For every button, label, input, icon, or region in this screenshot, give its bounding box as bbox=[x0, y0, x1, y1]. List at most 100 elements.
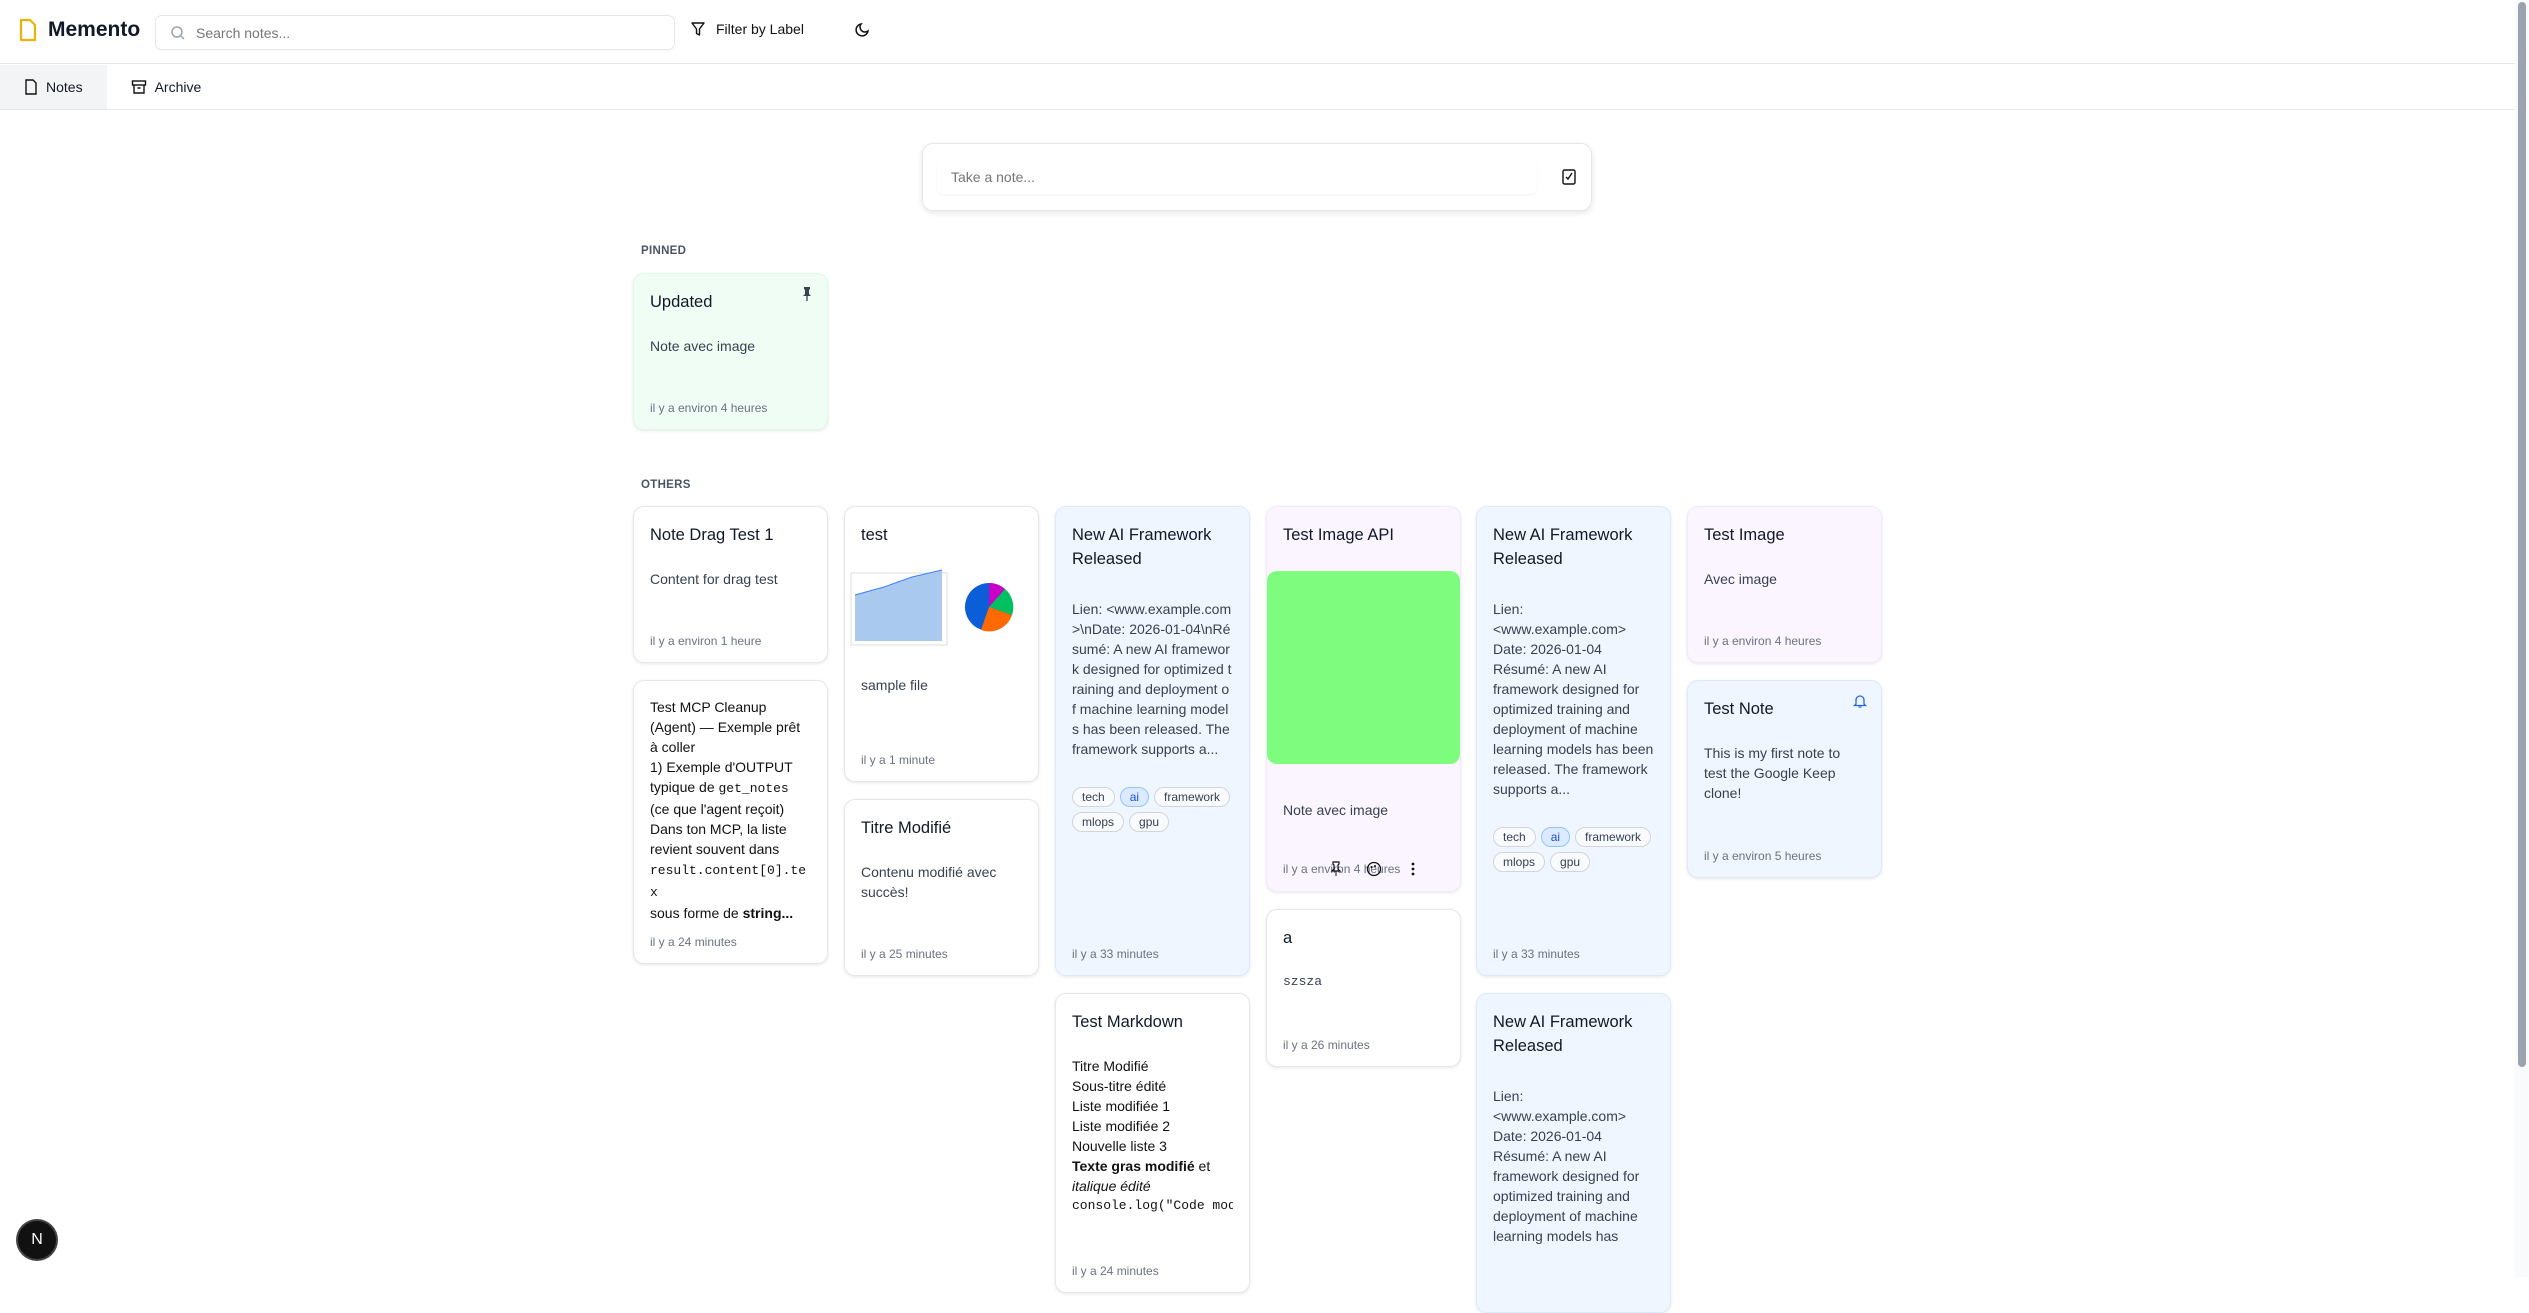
note-title: test bbox=[861, 526, 888, 544]
note-body: Titre Modifié Sous-titre édité Liste mod… bbox=[1072, 1056, 1233, 1216]
note-image[interactable] bbox=[1267, 571, 1460, 764]
note-timestamp: il y a 33 minutes bbox=[1072, 947, 1159, 961]
note-body: sample file bbox=[861, 677, 928, 693]
note-body: Lien: <www.example.com> Date: 2026-01-04… bbox=[1493, 1088, 1640, 1244]
search-icon bbox=[171, 25, 185, 40]
note-card-test[interactable]: test sample file il y a 1 minute bbox=[844, 506, 1039, 782]
note-timestamp: il y a 26 minutes bbox=[1283, 1038, 1370, 1052]
inline-code: result.content[0].tex bbox=[650, 863, 807, 900]
note-card-test-image-api[interactable]: Test Image API Note avec image il y a en… bbox=[1266, 506, 1461, 892]
note-logo-icon bbox=[19, 18, 37, 42]
reminder-bell-icon[interactable] bbox=[1853, 693, 1867, 709]
note-card-ai-framework[interactable]: New AI Framework Released Lien: <www.exa… bbox=[1055, 506, 1250, 976]
note-timestamp: il y a 24 minutes bbox=[650, 935, 737, 949]
label-chip[interactable]: tech bbox=[1072, 787, 1115, 807]
note-text: et bbox=[1194, 1158, 1211, 1174]
note-title: Test Image API bbox=[1283, 526, 1394, 544]
note-body: Lien: <www.example.com> Date: 2026-01-04… bbox=[1493, 601, 1654, 797]
note-title: Test Image bbox=[1704, 526, 1785, 544]
file-icon bbox=[25, 79, 37, 95]
label-chip[interactable]: tech bbox=[1493, 827, 1536, 847]
note-card-test-note[interactable]: Test Note This is my first note to test … bbox=[1687, 680, 1882, 878]
note-timestamp: il y a environ 1 heure bbox=[650, 634, 762, 648]
search-box[interactable] bbox=[155, 15, 675, 50]
note-title: Test Markdown bbox=[1072, 1013, 1183, 1031]
label-chip[interactable]: ai bbox=[1540, 827, 1571, 847]
note-timestamp: il y a 25 minutes bbox=[861, 947, 948, 961]
note-card-mcp-cleanup[interactable]: Test MCP Cleanup (Agent) — Exemple prêt … bbox=[633, 680, 828, 964]
note-attachment-image[interactable] bbox=[849, 565, 1039, 655]
note-line: Titre Modifié bbox=[1072, 1058, 1149, 1074]
label-chip[interactable]: gpu bbox=[1129, 812, 1170, 832]
note-card-ai-framework[interactable]: New AI Framework Released Lien: <www.exa… bbox=[1476, 993, 1671, 1313]
label-list: tech ai framework mlops gpu bbox=[1072, 787, 1233, 832]
note-title: New AI Framework Released bbox=[1493, 1013, 1633, 1055]
tab-notes[interactable]: Notes bbox=[0, 65, 107, 109]
note-line: Nouvelle liste 3 bbox=[1072, 1138, 1167, 1154]
note-timestamp: il y a environ 5 heures bbox=[1704, 849, 1822, 863]
note-title: Updated bbox=[650, 293, 713, 311]
pin-icon[interactable] bbox=[1330, 861, 1342, 877]
checklist-icon[interactable] bbox=[1561, 168, 1577, 186]
app-header: Memento Filter by Label bbox=[0, 0, 2515, 64]
label-chip[interactable]: gpu bbox=[1550, 852, 1591, 872]
note-card-ai-framework[interactable]: New AI Framework Released Lien: <www.exa… bbox=[1476, 506, 1671, 976]
search-input[interactable] bbox=[196, 24, 636, 41]
note-body: Contenu modifié avec succès! bbox=[861, 864, 997, 900]
label-chip[interactable]: framework bbox=[1575, 827, 1652, 847]
note-title: Titre Modifié bbox=[861, 819, 952, 837]
note-text: Test MCP Cleanup (Agent) — Exemple prêt … bbox=[650, 699, 801, 755]
label-chip[interactable]: mlops bbox=[1493, 852, 1546, 872]
note-body: Content for drag test bbox=[650, 571, 778, 587]
note-title: a bbox=[1283, 929, 1293, 947]
tab-archive[interactable]: Archive bbox=[107, 65, 226, 109]
label-chip[interactable]: ai bbox=[1119, 787, 1150, 807]
note-title: New AI Framework Released bbox=[1493, 526, 1633, 568]
others-section-label: OTHERS bbox=[641, 479, 691, 491]
palette-icon[interactable] bbox=[1366, 861, 1382, 877]
note-text: sous forme de bbox=[650, 905, 743, 921]
note-body: Note avec image bbox=[650, 338, 756, 354]
app-title: Memento bbox=[48, 18, 141, 41]
note-card-a[interactable]: a szsza il y a 26 minutes bbox=[1266, 909, 1461, 1067]
inline-code: console.log("Code mod bbox=[1072, 1198, 1233, 1213]
scrollbar-thumb[interactable] bbox=[2518, 2, 2526, 1067]
note-composer bbox=[922, 143, 1592, 211]
inline-code: get_notes bbox=[718, 781, 789, 796]
more-options-icon[interactable] bbox=[1410, 861, 1416, 877]
note-body: Test MCP Cleanup (Agent) — Exemple prêt … bbox=[650, 697, 811, 923]
page-scrollbar[interactable] bbox=[2515, 0, 2529, 1277]
note-timestamp: il y a environ 4 heures bbox=[650, 401, 768, 415]
logo[interactable]: Memento bbox=[18, 18, 140, 42]
note-timestamp: il y a 33 minutes bbox=[1493, 947, 1580, 961]
note-footer: il y a environ 4 heures bbox=[1283, 861, 1444, 877]
filter-by-label-button[interactable]: Filter by Label bbox=[690, 21, 804, 37]
note-card-titre-modifie[interactable]: Titre Modifié Contenu modifié avec succè… bbox=[844, 799, 1039, 976]
note-timestamp: il y a 24 minutes bbox=[1072, 1264, 1159, 1278]
take-note-input[interactable] bbox=[937, 160, 1537, 194]
dark-mode-toggle-icon[interactable] bbox=[852, 22, 870, 40]
note-card-test-image[interactable]: Test Image Avec image il y a environ 4 h… bbox=[1687, 506, 1882, 663]
note-title: Test Note bbox=[1704, 700, 1774, 718]
note-timestamp: il y a environ 4 heures bbox=[1283, 862, 1401, 876]
note-body: Avec image bbox=[1704, 571, 1777, 587]
note-title: Note Drag Test 1 bbox=[650, 526, 774, 544]
note-line: Sous-titre édité bbox=[1072, 1078, 1167, 1094]
bold-text: string... bbox=[742, 905, 794, 921]
label-list: tech ai framework mlops gpu bbox=[1493, 827, 1654, 872]
note-card-test-markdown[interactable]: Test Markdown Titre Modifié Sous-titre é… bbox=[1055, 993, 1250, 1293]
note-body: Lien: <www.example.com>\nDate: 2026-01-0… bbox=[1072, 601, 1232, 757]
note-text: (ce que l'agent reçoit) Dans ton MCP, la… bbox=[650, 801, 787, 857]
note-body: szsza bbox=[1283, 974, 1323, 989]
note-card-drag-test[interactable]: Note Drag Test 1 Content for drag test i… bbox=[633, 506, 828, 663]
dev-tools-badge[interactable]: N bbox=[18, 1221, 56, 1259]
italic-text: italique édité bbox=[1072, 1178, 1151, 1194]
pin-icon[interactable] bbox=[801, 286, 813, 302]
archive-icon bbox=[131, 80, 146, 94]
note-timestamp: il y a 1 minute bbox=[861, 753, 936, 767]
note-text: 1) Exemple d'OUTPUT typique de bbox=[650, 759, 793, 795]
label-chip[interactable]: framework bbox=[1154, 787, 1231, 807]
note-title: New AI Framework Released bbox=[1072, 526, 1212, 568]
note-card-updated[interactable]: Updated Note avec image il y a environ 4… bbox=[633, 273, 828, 430]
label-chip[interactable]: mlops bbox=[1072, 812, 1125, 832]
